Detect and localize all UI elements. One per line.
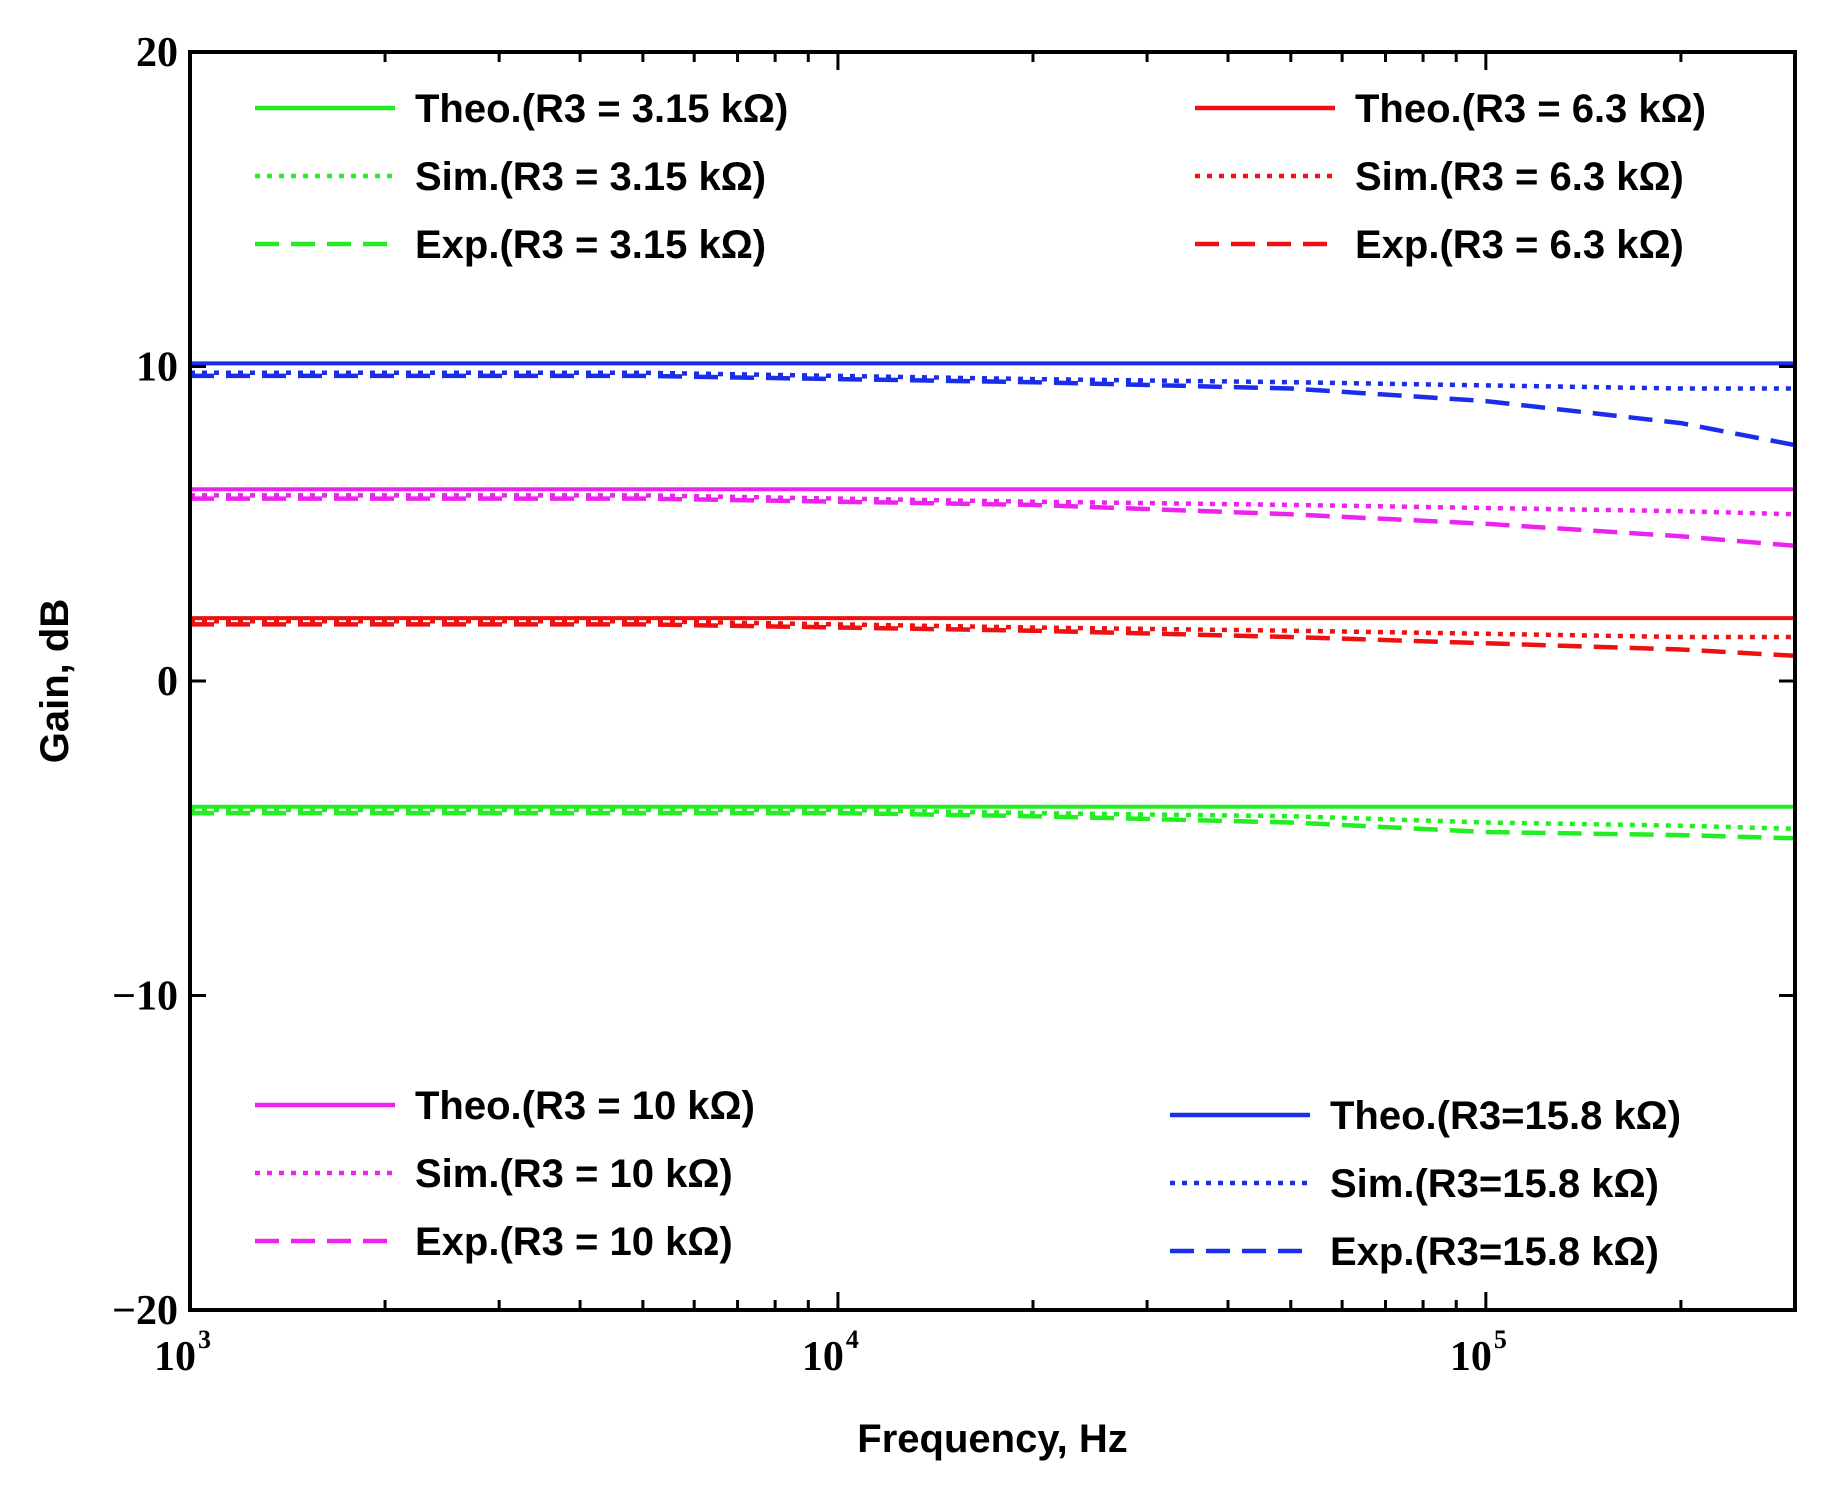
- legend-top-right: Theo.(R3 = 6.3 kΩ) Sim.(R3 = 6.3 kΩ) Exp.(…: [1195, 87, 1706, 267]
- x-tick-label-0: 10 3: [154, 1325, 211, 1380]
- x-tick-base: 10: [1450, 1334, 1492, 1380]
- y-tick-label-4: −20: [112, 1288, 178, 1334]
- y-axis-title: Gain, dB: [33, 599, 77, 763]
- y-tick-label-0: 20: [136, 30, 178, 76]
- legend-label-6: Theo.(R3 = 10 kΩ): [415, 1084, 755, 1128]
- series-line-1: [190, 807, 1796, 832]
- legend-label-0: Theo.(R3 = 3.15 kΩ): [415, 87, 788, 131]
- x-tick-exponent: 3: [198, 1325, 211, 1354]
- x-tick-label-2: 10 5: [1450, 1325, 1507, 1380]
- x-axis-title: Frequency, Hz: [857, 1417, 1127, 1461]
- legend-label-2: Exp.(R3 = 3.15 kΩ): [415, 223, 766, 267]
- y-tick-label-2: 0: [157, 659, 178, 705]
- y-tick-label-1: 10: [136, 345, 178, 391]
- legend-label-4: Sim.(R3 = 6.3 kΩ): [1355, 155, 1684, 199]
- y-tick-label-3: −10: [112, 974, 178, 1020]
- legend-bottom-left: Theo.(R3 = 10 kΩ) Sim.(R3 = 10 kΩ) Exp.(R3…: [255, 1084, 755, 1264]
- legend-label-7: Sim.(R3 = 10 kΩ): [415, 1152, 733, 1196]
- x-tick-base: 10: [802, 1334, 844, 1380]
- legend-label-10: Sim.(R3=15.8 kΩ): [1330, 1162, 1659, 1206]
- x-tick-base: 10: [154, 1334, 196, 1380]
- legend-label-5: Exp.(R3 = 6.3 kΩ): [1355, 223, 1684, 267]
- x-tick-exponent: 5: [1494, 1325, 1507, 1354]
- series-line-4: [190, 618, 1795, 640]
- legend-label-1: Sim.(R3 = 3.15 kΩ): [415, 155, 766, 199]
- legend-bottom-right: Theo.(R3=15.8 kΩ) Sim.(R3=15.8 kΩ) Exp.(R3…: [1170, 1094, 1681, 1274]
- series-line-2: [190, 810, 1796, 841]
- series-layer: [190, 361, 1796, 841]
- series-line-11: [190, 373, 1796, 448]
- legend-top-left: Theo.(R3 = 3.15 kΩ) Sim.(R3 = 3.15 kΩ) Exp…: [255, 87, 788, 267]
- series-line-10: [190, 370, 1795, 391]
- x-tick-exponent: 4: [846, 1325, 859, 1354]
- legend-label-8: Exp.(R3 = 10 kΩ): [415, 1220, 733, 1264]
- series-line-5: [190, 622, 1796, 659]
- series-line-7: [190, 493, 1796, 517]
- legend-label-9: Theo.(R3=15.8 kΩ): [1330, 1094, 1681, 1138]
- x-tick-label-1: 10 4: [802, 1325, 859, 1380]
- legend-label-11: Exp.(R3=15.8 kΩ): [1330, 1230, 1659, 1274]
- series-line-8: [190, 496, 1796, 549]
- legend-layer: Theo.(R3 = 3.15 kΩ) Sim.(R3 = 3.15 kΩ) Exp…: [255, 87, 1706, 1274]
- legend-label-3: Theo.(R3 = 6.3 kΩ): [1355, 87, 1706, 131]
